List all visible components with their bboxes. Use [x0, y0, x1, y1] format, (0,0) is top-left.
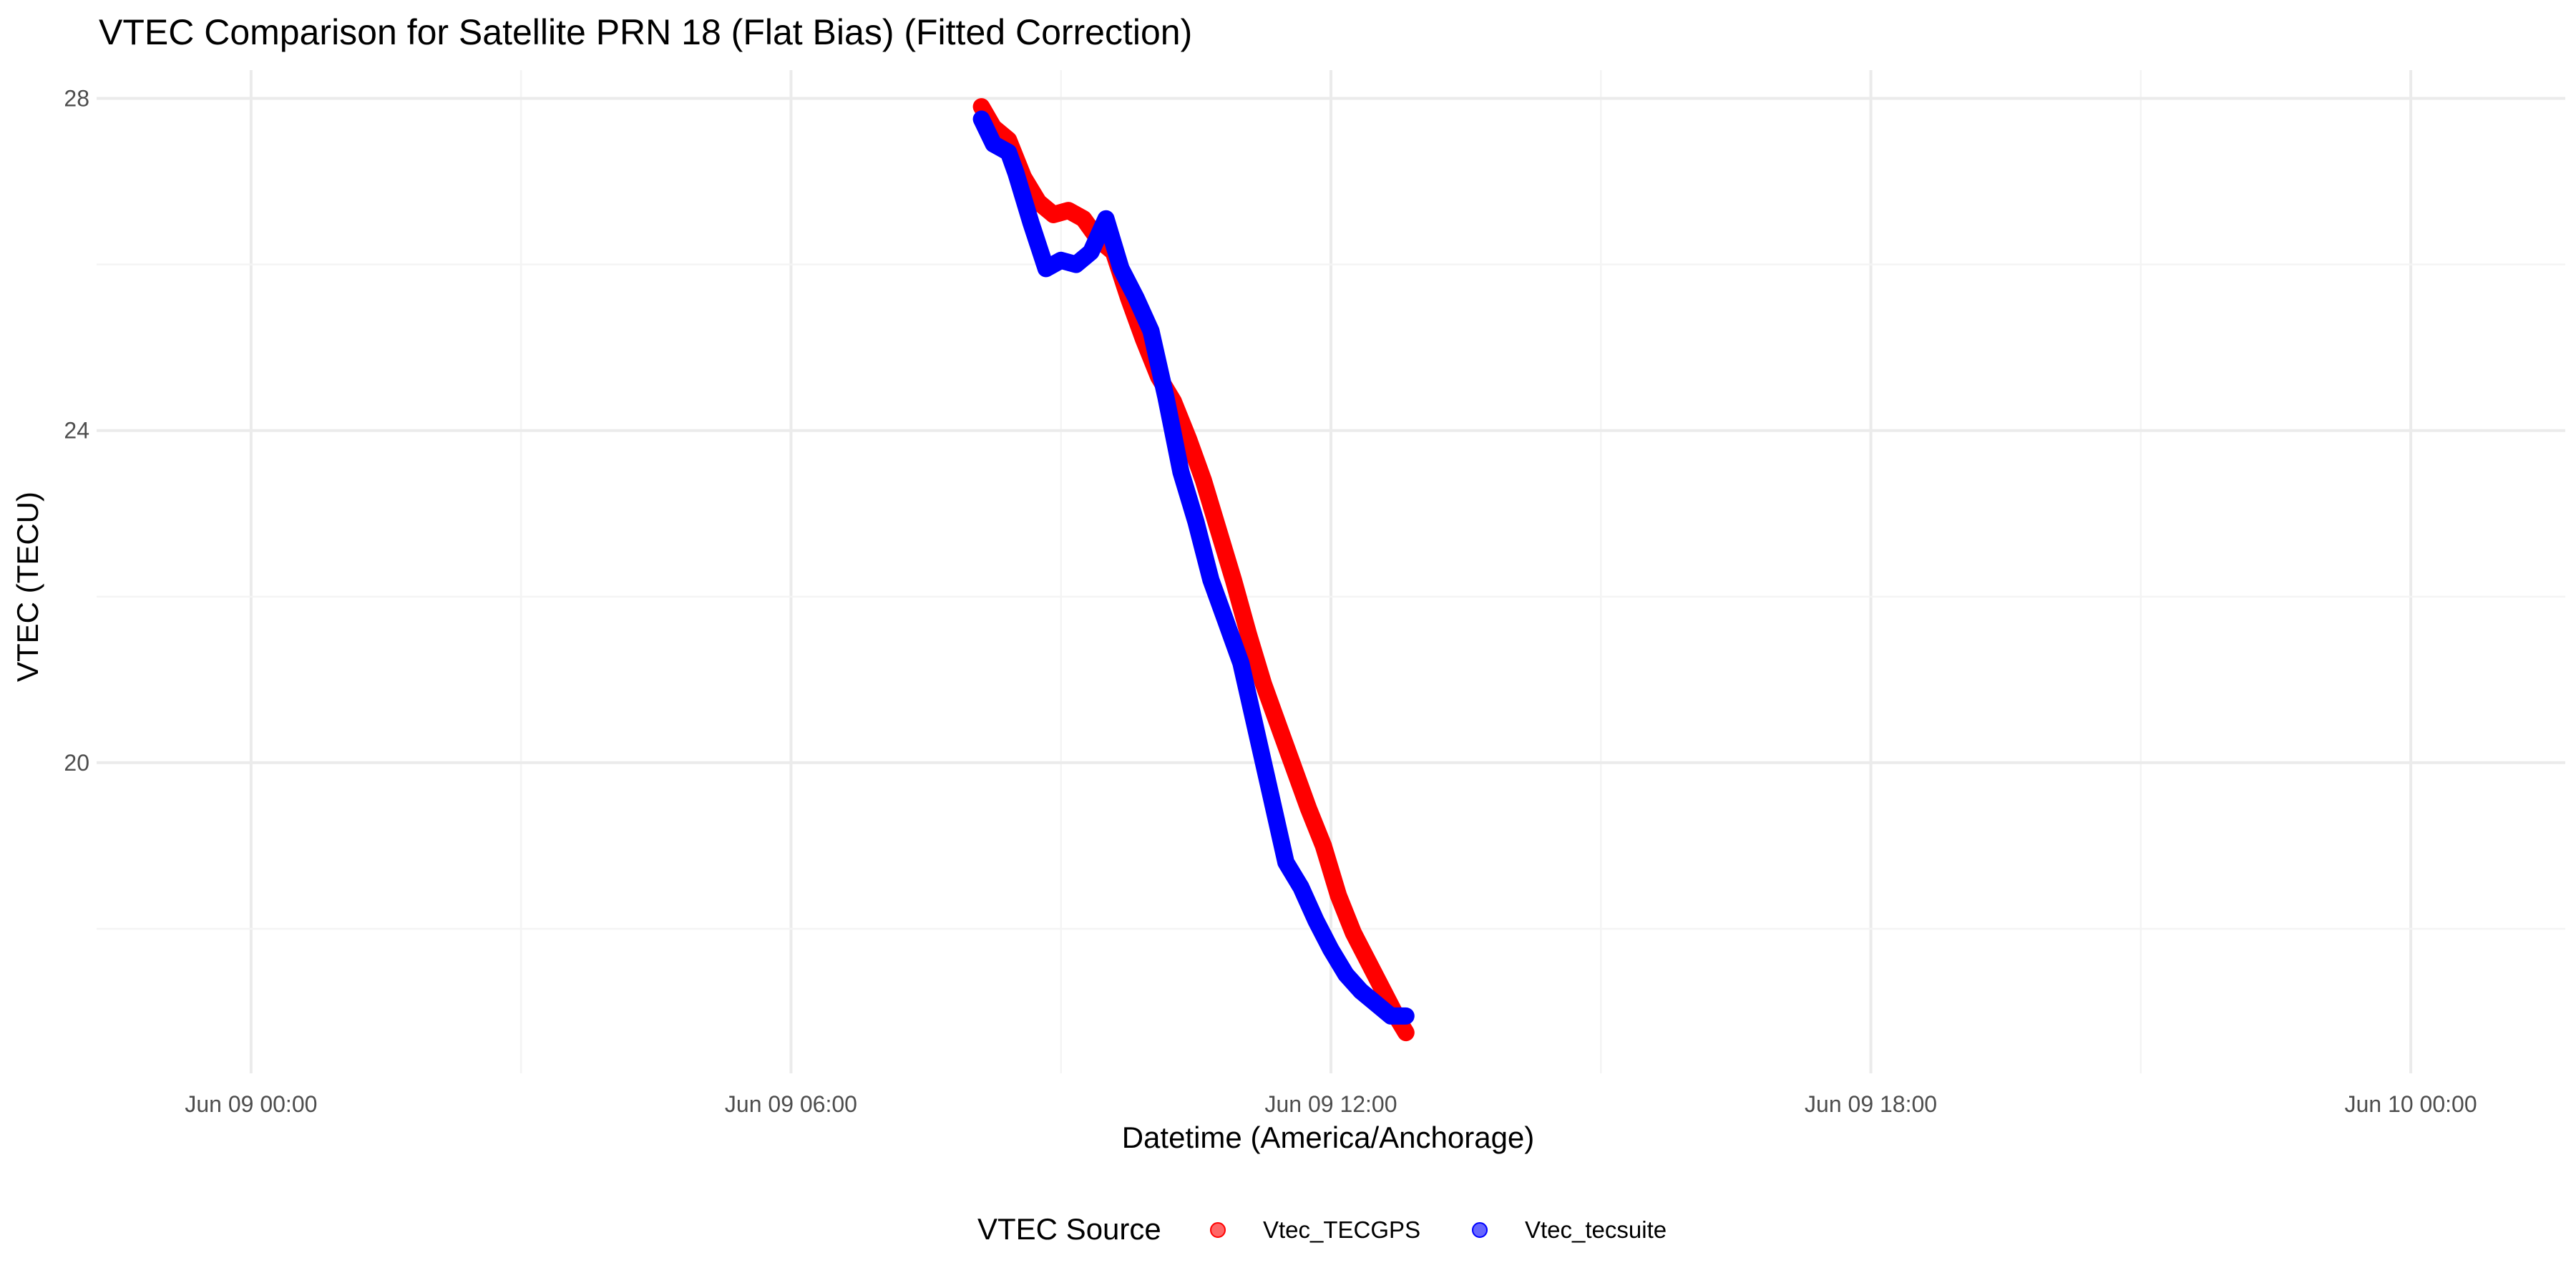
legend-item: Vtec_TECGPS — [1210, 1216, 1420, 1243]
x-tick-label: Jun 10 00:00 — [2345, 1091, 2477, 1117]
data-point — [1248, 721, 1264, 738]
data-point — [1367, 995, 1384, 1012]
data-point — [1060, 203, 1077, 219]
data-point — [1278, 854, 1294, 871]
data-point — [1158, 389, 1174, 406]
data-point — [1382, 1008, 1399, 1024]
data-point — [1075, 210, 1092, 227]
data-point — [1098, 210, 1114, 227]
data-point — [1233, 655, 1249, 671]
legend-label: Vtec_TECGPS — [1263, 1216, 1420, 1243]
data-point — [973, 99, 990, 115]
data-point — [1263, 788, 1279, 804]
x-tick-label: Jun 09 00:00 — [185, 1091, 317, 1117]
data-point — [1285, 758, 1302, 775]
series-vtec-tecsuite — [972, 110, 1415, 1025]
data-point — [985, 136, 1002, 152]
data-point — [1203, 572, 1219, 588]
x-axis-title: Datetime (America/Anchorage) — [1122, 1121, 1535, 1154]
legend-label: Vtec_tecsuite — [1525, 1216, 1667, 1243]
data-point — [1053, 252, 1069, 268]
data-point — [1218, 613, 1234, 630]
data-point — [973, 111, 990, 127]
data-point — [1008, 165, 1024, 181]
data-point — [1397, 1008, 1414, 1024]
data-point — [1188, 514, 1204, 530]
legend-items: Vtec_TECGPS Vtec_tecsuite — [1210, 1216, 1667, 1243]
x-tick-label: Jun 09 06:00 — [725, 1091, 857, 1117]
data-point — [1345, 924, 1362, 941]
data-point — [1240, 626, 1257, 643]
y-axis-title: VTEC (TECU) — [11, 492, 44, 682]
legend-title: VTEC Source — [977, 1212, 1161, 1246]
y-tick-label: 20 — [64, 750, 89, 776]
legend-item: Vtec_tecsuite — [1472, 1216, 1667, 1243]
tick-labels: Jun 09 00:00 Jun 09 06:00 Jun 09 12:00 Jun … — [64, 85, 2477, 1117]
data-point — [1323, 942, 1339, 958]
y-tick-label: 28 — [64, 85, 89, 111]
data-point — [1300, 800, 1317, 816]
data-point — [1143, 323, 1159, 339]
data-point — [1330, 887, 1347, 904]
chart-title: VTEC Comparison for Satellite PRN 18 (Fl… — [99, 12, 1192, 52]
legend-key — [1472, 1222, 1488, 1238]
data-point — [1128, 290, 1144, 306]
x-tick-label: Jun 09 12:00 — [1264, 1091, 1397, 1117]
x-tick-label: Jun 09 18:00 — [1805, 1091, 1937, 1117]
data-point — [1045, 206, 1062, 223]
data-point — [1180, 431, 1196, 447]
data-point — [1360, 954, 1377, 970]
data-point — [1023, 215, 1039, 231]
data-point — [1225, 572, 1241, 588]
legend-key — [1210, 1222, 1226, 1238]
data-point — [1173, 464, 1189, 480]
data-point — [1315, 837, 1332, 854]
data-point — [1293, 879, 1309, 896]
data-point — [1083, 244, 1099, 260]
data-point — [1113, 260, 1129, 277]
data-point — [1195, 472, 1211, 489]
data-point — [1000, 144, 1017, 160]
series-layer — [972, 98, 1415, 1042]
data-point — [1068, 256, 1084, 273]
data-point — [1270, 717, 1287, 733]
data-point — [1397, 1025, 1414, 1041]
data-point — [1337, 966, 1354, 982]
grid-lines — [97, 70, 2565, 1073]
y-tick-label: 24 — [64, 418, 89, 444]
data-point — [1375, 983, 1392, 1000]
data-point — [1255, 675, 1272, 692]
data-point — [1308, 912, 1324, 929]
legend: VTEC Source Vtec_TECGPS Vtec_tecsuite — [977, 1212, 1667, 1246]
data-point — [1352, 983, 1369, 1000]
data-point — [1038, 260, 1054, 277]
data-point — [1210, 522, 1226, 538]
